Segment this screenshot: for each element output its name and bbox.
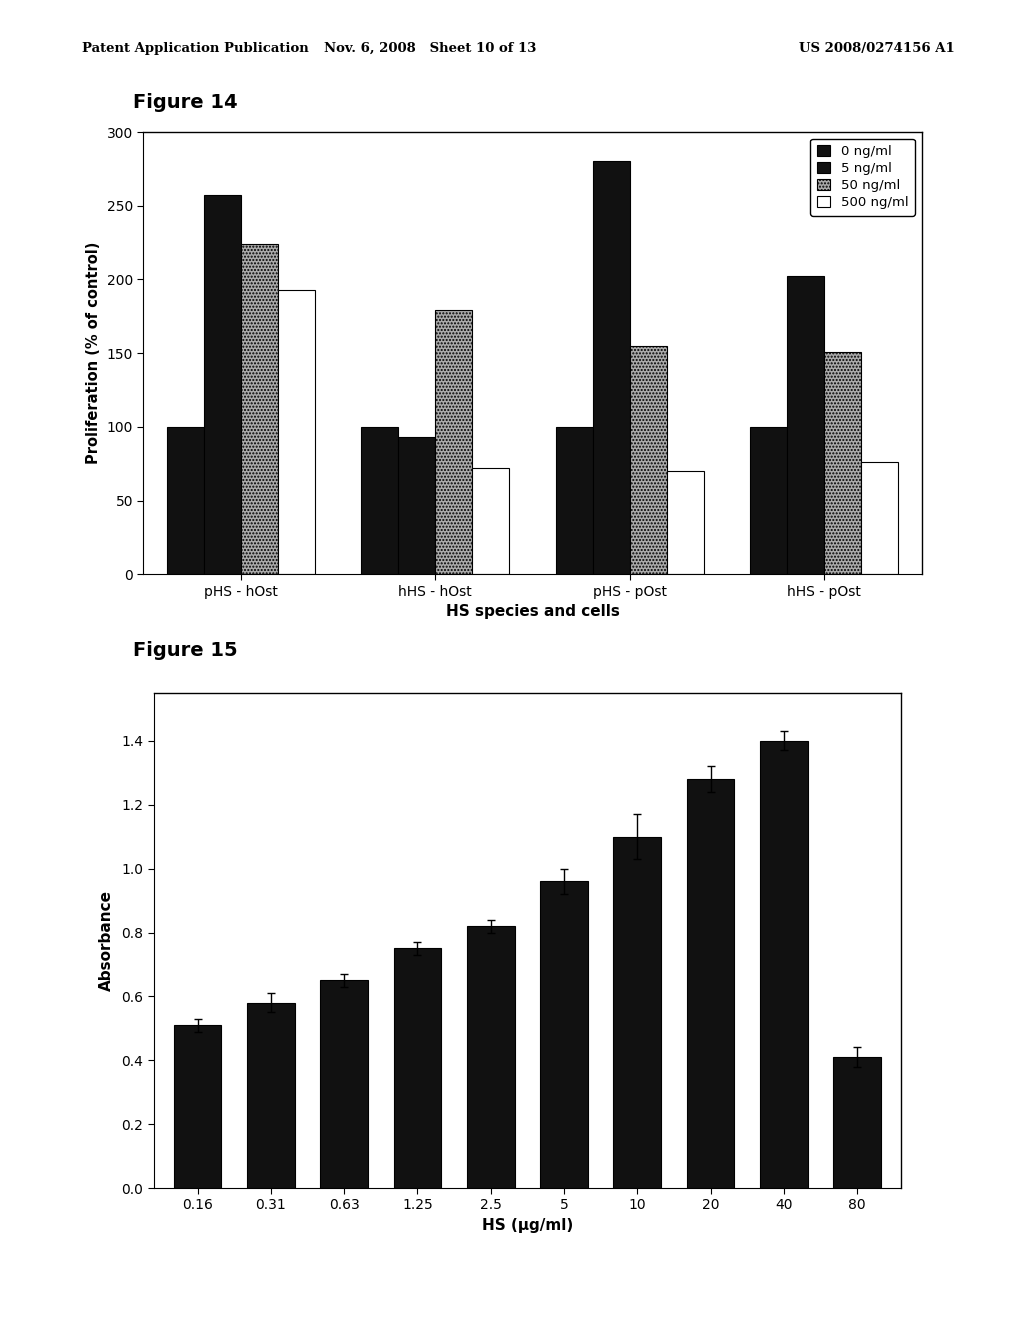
Bar: [541, 882, 588, 1188]
Bar: [861, 462, 898, 574]
Bar: [472, 469, 509, 574]
Bar: [393, 949, 441, 1188]
Bar: [241, 244, 278, 574]
Bar: [361, 426, 398, 574]
Bar: [278, 289, 314, 574]
Bar: [167, 426, 204, 574]
Bar: [435, 310, 472, 574]
Y-axis label: Absorbance: Absorbance: [99, 890, 115, 991]
Bar: [667, 471, 703, 574]
Bar: [204, 195, 241, 574]
Y-axis label: Proliferation (% of control): Proliferation (% of control): [86, 242, 101, 465]
Bar: [687, 779, 734, 1188]
Text: Patent Application Publication: Patent Application Publication: [82, 42, 308, 55]
Bar: [593, 161, 630, 574]
Text: Figure 14: Figure 14: [133, 94, 238, 112]
Text: US 2008/0274156 A1: US 2008/0274156 A1: [799, 42, 954, 55]
X-axis label: HS (μg/ml): HS (μg/ml): [481, 1218, 573, 1233]
Bar: [174, 1026, 221, 1188]
Bar: [556, 426, 593, 574]
Bar: [321, 981, 368, 1188]
Bar: [613, 837, 662, 1188]
Bar: [824, 351, 861, 574]
Bar: [834, 1057, 881, 1188]
Text: Figure 15: Figure 15: [133, 642, 238, 660]
Bar: [751, 426, 787, 574]
Bar: [467, 927, 514, 1188]
X-axis label: HS species and cells: HS species and cells: [445, 605, 620, 619]
Legend: 0 ng/ml, 5 ng/ml, 50 ng/ml, 500 ng/ml: 0 ng/ml, 5 ng/ml, 50 ng/ml, 500 ng/ml: [810, 139, 915, 215]
Bar: [787, 276, 824, 574]
Bar: [760, 741, 808, 1188]
Bar: [398, 437, 435, 574]
Text: Nov. 6, 2008   Sheet 10 of 13: Nov. 6, 2008 Sheet 10 of 13: [324, 42, 537, 55]
Bar: [630, 346, 667, 574]
Bar: [247, 1003, 295, 1188]
